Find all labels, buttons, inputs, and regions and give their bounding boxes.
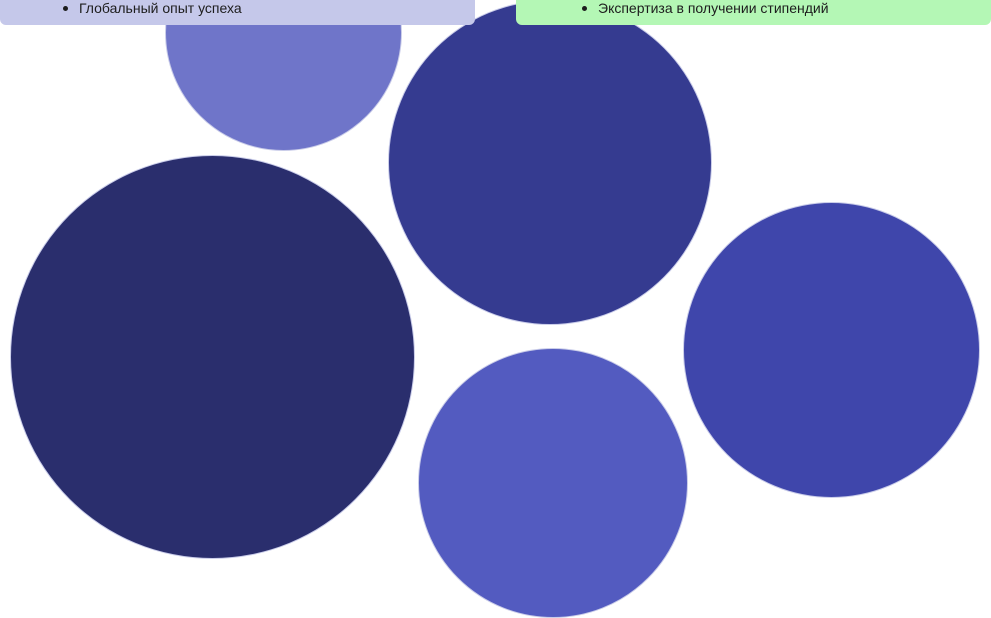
bubble-circle[interactable]	[388, 0, 712, 325]
info-card-right: Экспертиза в получении стипендий	[516, 0, 991, 25]
list-item: Глобальный опыт успеха	[63, 0, 242, 16]
bubble-circle[interactable]	[10, 155, 415, 559]
bubble-circle[interactable]	[683, 202, 980, 498]
list-item: Экспертиза в получении стипендий	[582, 0, 829, 16]
info-card-left: Глобальный опыт успеха	[0, 0, 475, 25]
bubble-circle[interactable]	[418, 348, 688, 618]
